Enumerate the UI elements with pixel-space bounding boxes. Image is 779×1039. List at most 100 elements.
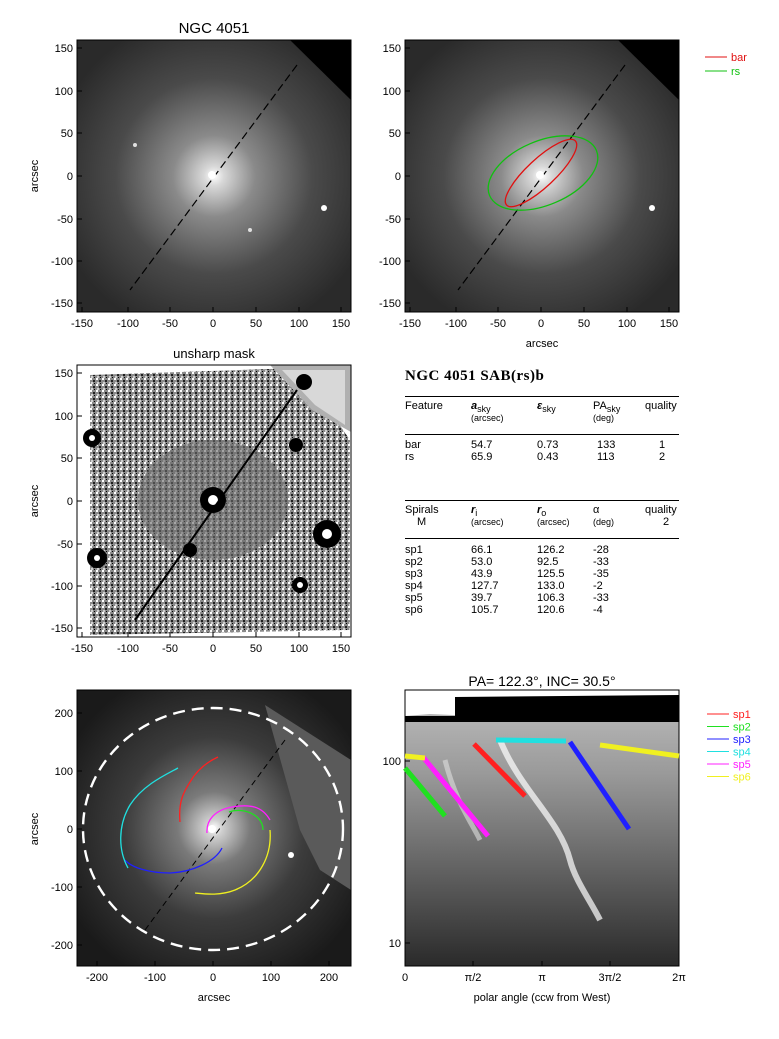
panel3-title: unsharp mask (173, 346, 255, 361)
x-tick-label: 100 (618, 318, 636, 330)
spiral-col-ro: ro (537, 504, 547, 519)
x-tick-label: -150 (71, 643, 93, 655)
feature-col-a: asky (471, 400, 491, 415)
panel3-ylabel: arcsec (29, 484, 41, 517)
feature-col-pa: PAsky (593, 400, 621, 415)
spiral-cell-ri: 39.7 (471, 592, 493, 604)
x-tick-label: 0 (402, 972, 408, 984)
x-tick-label: 50 (578, 318, 590, 330)
y-tick-label: 150 (383, 43, 401, 55)
spiral-col-m: M (417, 516, 427, 528)
x-tick-label: -100 (117, 318, 139, 330)
feature-cell-name: rs (405, 451, 415, 463)
feature-cell-e: 0.43 (537, 451, 559, 463)
spiral-arm-sp6 (194, 829, 271, 895)
x-tick-label: 100 (290, 643, 308, 655)
y-tick-label: -50 (57, 214, 73, 226)
feature-cell-name: bar (405, 439, 421, 451)
feature-cell-q: 1 (659, 439, 666, 451)
rs-ellipse (487, 135, 599, 211)
legend-label: bar (731, 52, 747, 64)
spiral-cell-name: sp5 (405, 592, 423, 604)
x-tick-label: 150 (332, 643, 350, 655)
polar-fit-sp6-wrap (404, 753, 426, 761)
y-tick-label: 50 (389, 128, 401, 140)
polar-fit-sp6 (599, 742, 680, 759)
x-tick-label: -100 (117, 643, 139, 655)
x-tick-label: 3π/2 (599, 972, 622, 984)
spiral-arm-sp4 (120, 767, 179, 869)
x-tick-label: -150 (399, 318, 421, 330)
feature-col-a-unit: (arcsec) (471, 413, 504, 423)
spiral-cell-alpha: -4 (593, 604, 603, 616)
spiral-col-ri: ri (471, 504, 478, 519)
y-tick-label: 50 (61, 128, 73, 140)
x-tick-label: 0 (210, 643, 216, 655)
spiral-cell-ri: 127.7 (471, 580, 499, 592)
spiral-cell-name: sp4 (405, 580, 423, 592)
spiral-header: Spirals M ri (arcsec) ro (arcsec) α (deg… (405, 505, 679, 535)
panel3-xticks: -150 -100 -50 0 50 100 150 (71, 632, 350, 655)
x-tick-label: -50 (162, 643, 178, 655)
y-tick-label: -50 (57, 539, 73, 551)
feature-cell-pa: 113 (597, 451, 615, 463)
x-tick-label: π/2 (465, 972, 482, 984)
spiral-cell-ro: 120.6 (537, 604, 565, 616)
polar-fit-sp1 (472, 742, 527, 798)
y-tick-label: -100 (379, 256, 401, 268)
panel6-title: PA= 122.3°, INC= 30.5° (468, 673, 615, 689)
table-title: NGC 4051 SAB(rs)b (405, 368, 545, 384)
legend-label: rs (731, 66, 741, 78)
spiral-cell-ro: 106.3 (537, 592, 565, 604)
spiral-col-alpha: α (593, 504, 600, 516)
polar-fit-sp5 (421, 755, 490, 838)
spiral-cell-name: sp2 (405, 556, 423, 568)
spiral-arm-sp1 (179, 756, 219, 823)
spiral-cell-ri: 105.7 (471, 604, 499, 616)
x-tick-label: -100 (445, 318, 467, 330)
y-tick-label: 0 (67, 171, 73, 183)
panel6-xticks: 0 π/2 π 3π/2 2π (402, 961, 686, 984)
outer-radius-circle (81, 706, 345, 952)
y-tick-label: -150 (51, 623, 73, 635)
feature-cell-pa: 133 (597, 439, 616, 451)
spiral-cell-ro: 125.5 (537, 568, 565, 580)
spiral-arms (120, 756, 271, 895)
y-tick-label: 100 (383, 756, 401, 768)
panel-spiral-overlay-image (76, 689, 352, 967)
table-rule-1 (405, 396, 679, 397)
x-tick-label: -200 (86, 972, 108, 984)
panel5-xlabel: arcsec (198, 992, 231, 1004)
y-tick-label: 0 (395, 171, 401, 183)
panel3-yticks: 150 100 50 0 -50 -100 -150 (51, 368, 82, 635)
spiral-cell-name: sp3 (405, 568, 423, 580)
table-rule-4 (405, 538, 679, 539)
spiral-cell-alpha: -2 (593, 580, 603, 592)
panel1-ylabel: arcsec (29, 159, 41, 192)
polar-fit-sp2 (403, 766, 447, 818)
spiral-cell-ro: 133.0 (537, 580, 565, 592)
x-tick-label: 150 (332, 318, 350, 330)
x-tick-label: 50 (250, 643, 262, 655)
spiral-cell-ro: 126.2 (537, 544, 565, 556)
spiral-cell-name: sp6 (405, 604, 423, 616)
panel2-yticks: 150 100 50 0 -50 -100 -150 (379, 43, 410, 310)
panel6-yticks: 100 10 (383, 756, 410, 950)
spiral-cell-alpha: -35 (593, 568, 609, 580)
y-tick-label: 0 (67, 824, 73, 836)
y-tick-label: -100 (51, 581, 73, 593)
x-tick-label: 0 (538, 318, 544, 330)
feature-cell-a: 54.7 (471, 439, 493, 451)
spiral-fits-polar (403, 737, 680, 838)
spiral-cell-alpha: -33 (593, 556, 609, 568)
x-tick-label: 0 (210, 972, 216, 984)
y-tick-label: -200 (51, 940, 73, 952)
spiral-cell-ri: 53.0 (471, 556, 493, 568)
spiral-cell-alpha: -28 (593, 544, 609, 556)
feature-cell-a: 65.9 (471, 451, 493, 463)
polar-fit-sp4 (495, 737, 567, 744)
x-tick-label: -50 (162, 318, 178, 330)
spiral-col-alpha-unit: (deg) (593, 517, 615, 527)
panel2-legend: bar rs (705, 52, 747, 78)
